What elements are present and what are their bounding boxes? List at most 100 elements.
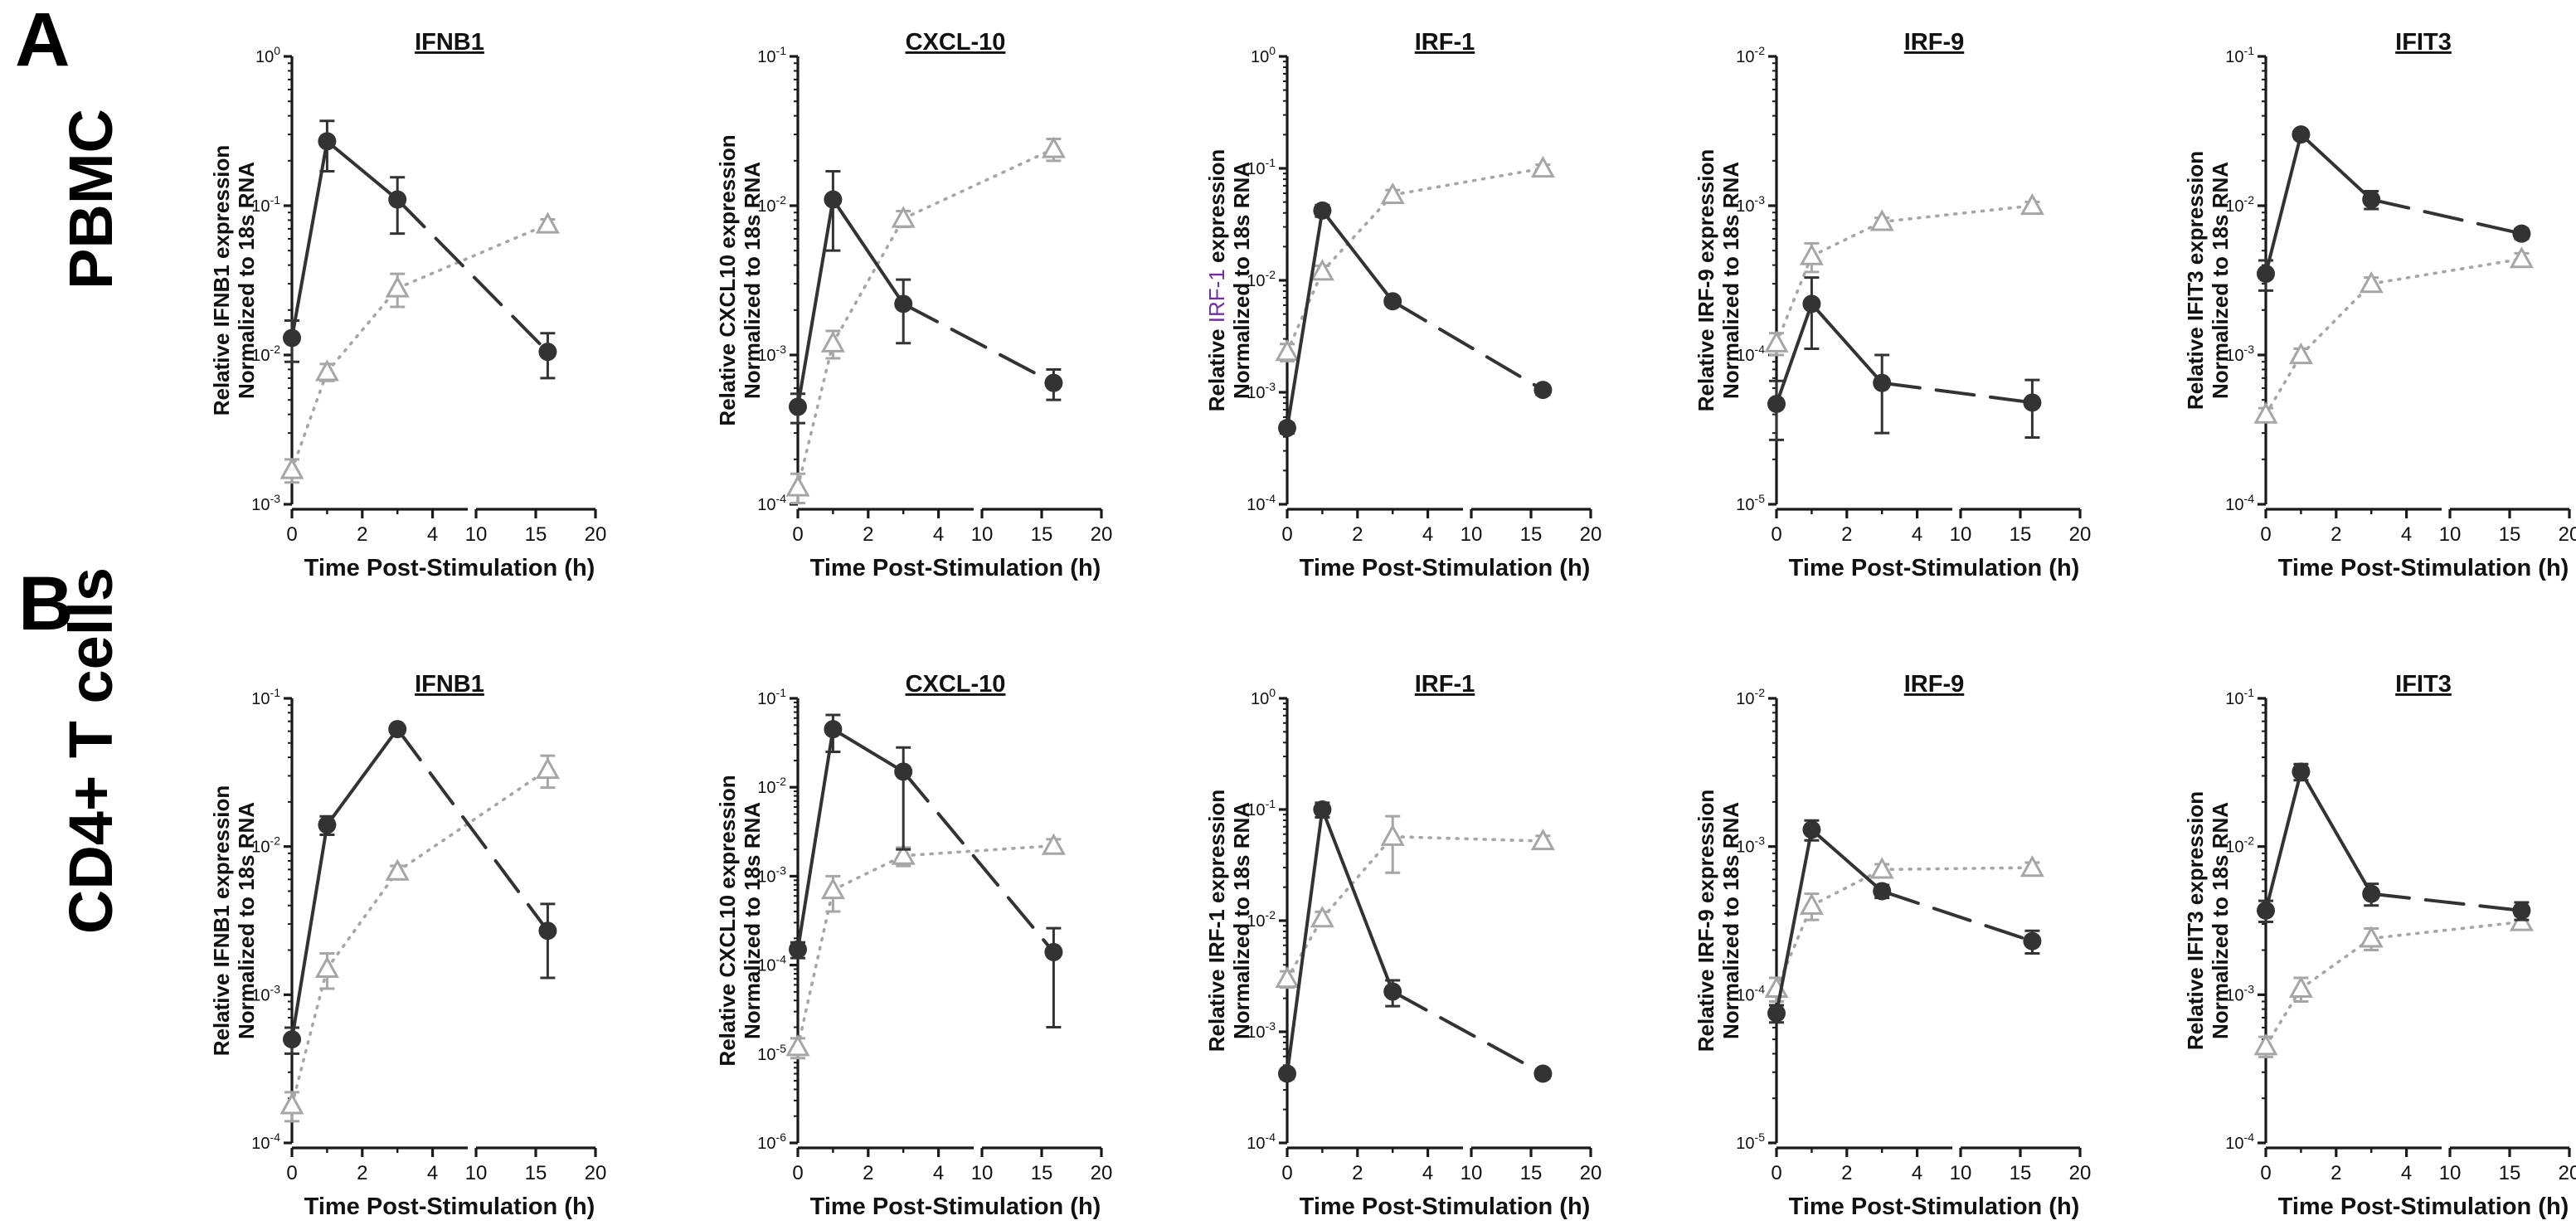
x-tick-label: 4 [1912,523,1922,546]
series-line-black [831,727,906,774]
y-tick-label: 10-4 [1247,492,1276,514]
series-line-black [2264,133,2303,276]
x-tick-label: 20 [2559,523,2576,546]
x-tick-label: 0 [286,523,297,546]
data-point-black [1802,820,1821,839]
data-point-gray [820,330,845,352]
series-line-black [2299,133,2374,202]
x-tick-label: 15 [2499,523,2521,546]
data-point-gray [2019,192,2044,216]
x-axis-title: Time Post-Stimulation (h) [810,1194,1101,1220]
series-line-black [796,197,835,409]
data-point-black [1044,942,1063,961]
series-line-gray [2264,353,2303,416]
series-black [1278,800,1553,1083]
data-point-black [2362,884,2381,903]
y-tick-label: 10-1 [757,686,786,708]
series-line-black [902,770,1056,954]
y-tick-label: 10-1 [2225,686,2254,708]
data-point-gray [535,756,560,780]
series-line-gray [2369,257,2524,285]
series-line-black [902,302,1056,385]
x-tick-label: 10 [1461,1162,1483,1184]
data-point-black [789,940,807,959]
x-axis-title: Time Post-Stimulation (h) [810,555,1101,581]
y-tick-label: 10-3 [1247,1019,1276,1042]
row-label-a: PBMC [56,109,125,289]
y-axis-title-line2: Normalized to 18s RNA [234,802,259,1039]
series-gray [1275,814,1555,989]
series-line-black [396,197,550,354]
y-axis-title-line2: Normalized to 18s RNA [2208,802,2233,1039]
x-axis-title: Time Post-Stimulation (h) [1789,555,2080,581]
data-point-black [1873,373,1892,392]
y-axis-title: Relative IFIT3 expression [2183,791,2208,1050]
x-tick-label: 20 [1091,523,1113,546]
y-axis-title-line2: Normalized to 18s RNA [740,162,765,399]
data-point-gray [314,359,339,382]
series-line-gray [396,768,550,873]
series-line-gray [1391,167,1545,197]
data-point-gray [385,858,410,881]
series-gray [2253,246,2534,424]
data-point-gray [314,955,339,978]
y-tick-label: 10-4 [1736,343,1765,365]
x-tick-label: 15 [2010,1162,2032,1184]
y-tick-label: 10-2 [1247,908,1276,931]
x-tick-label: 20 [585,523,607,546]
series-line-gray [396,222,550,290]
data-point-gray [785,474,810,497]
data-point-black [538,343,557,362]
y-tick-label: 10-4 [251,1130,280,1153]
x-tick-label: 15 [1031,523,1053,546]
data-point-gray [2288,342,2313,365]
y-tick-label: 10-3 [2225,982,2254,1004]
x-axis-title: Time Post-Stimulation (h) [1300,1194,1591,1220]
series-black [283,119,557,380]
series-line-black [796,727,835,951]
data-point-black [2292,762,2311,781]
y-tick-label: 10-2 [2225,193,2254,216]
y-tick-label: 10-3 [757,863,786,886]
data-point-gray [1380,824,1405,846]
data-point-black [538,921,557,941]
series-black [283,720,557,1055]
x-tick-label: 10 [2439,1162,2462,1184]
data-point-gray [820,877,845,900]
panel-letter-a: A [15,0,70,82]
series-line-black [1880,889,2034,943]
series-line-gray [1810,868,1883,907]
y-tick-label: 10-4 [757,492,786,514]
y-tick-label: 10-3 [1247,380,1276,402]
data-point-gray [1530,155,1555,178]
data-point-black [2023,931,2042,950]
data-point-black [2362,190,2381,209]
x-tick-label: 20 [2069,1162,2092,1184]
x-tick-label: 15 [2010,523,2032,546]
y-tick-label: 10-2 [757,775,786,797]
y-tick-label: 10-4 [2225,492,2254,514]
chart-title: IFNB1 [415,671,484,698]
chart-a-cxcl10: CXCL-10 10-4 10-3 10-2 10-1 Relative CXCL10 e… [715,29,1112,581]
chart-a-irf9: IRF-9 10-5 10-4 10-3 10-2 Relative IRF-9 expr… [1694,29,2091,581]
series-line-gray [1880,866,2034,872]
y-axis-title: Relative IFNB1 expression [209,145,234,416]
x-tick-label: 15 [525,1162,547,1184]
x-tick-label: 4 [2401,523,2412,546]
series-line-gray [1286,916,1324,980]
data-point-black [824,190,843,209]
x-tick-label: 4 [1912,1162,1922,1184]
x-axis-title: Time Post-Stimulation (h) [2278,1194,2569,1220]
data-point-gray [2019,855,2044,878]
chart-b-ifit3: IFIT3 10-4 10-3 10-2 10-1 Relative IFIT3 expr… [2183,671,2576,1220]
data-point-gray [1380,182,1405,205]
data-point-black [318,815,337,834]
series-line-black [1880,381,2034,405]
series-line-black [2299,770,2374,896]
x-tick-label: 15 [1031,1162,1053,1184]
x-tick-label: 0 [1771,523,1781,546]
y-tick-label: 10-1 [251,193,280,216]
series-line-black [2264,770,2303,912]
